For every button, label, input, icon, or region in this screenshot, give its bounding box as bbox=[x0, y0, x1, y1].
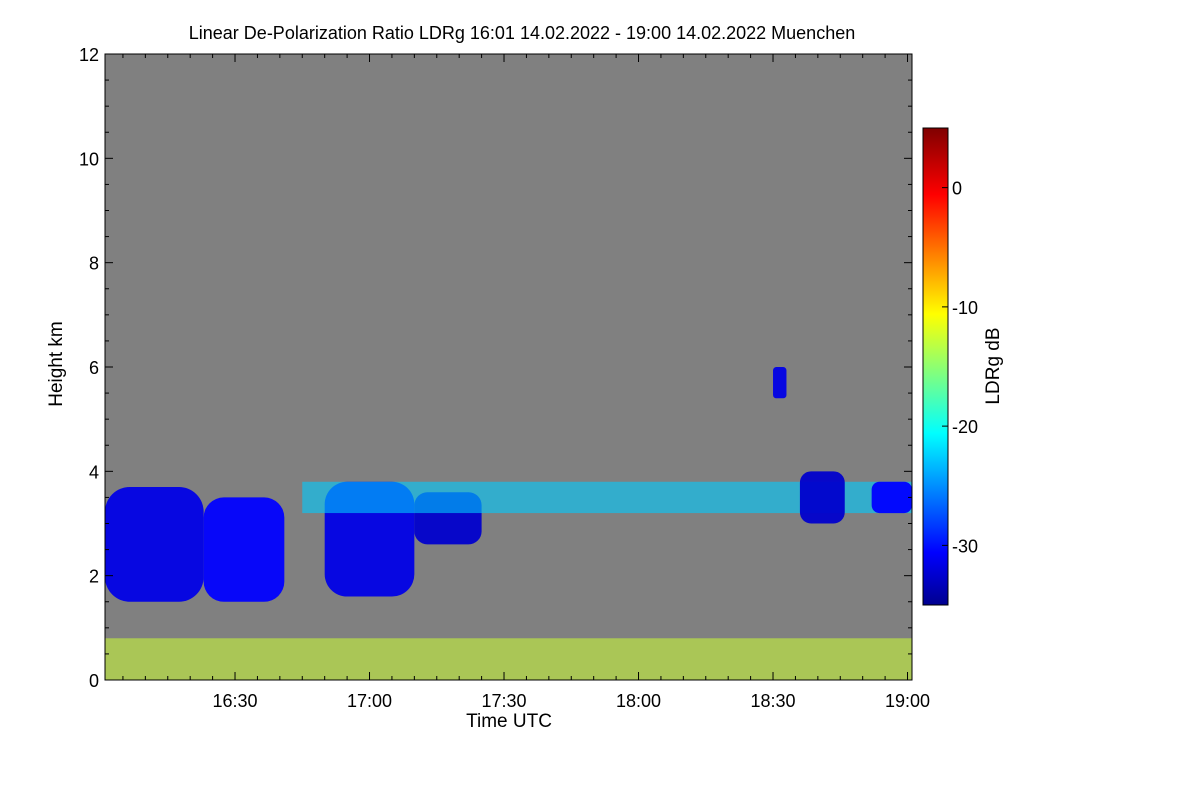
y-axis: 0 2 4 6 8 10 12 bbox=[79, 45, 912, 691]
ldr-features bbox=[105, 367, 912, 680]
y-tick-label: 10 bbox=[79, 149, 99, 169]
x-tick-label: 17:00 bbox=[347, 691, 392, 711]
y-tick-label: 12 bbox=[79, 45, 99, 65]
colorbar-tick-label: -10 bbox=[952, 298, 978, 318]
colorbar-label: LDRg dB bbox=[983, 327, 1004, 404]
feature-isolated-cloud-6km bbox=[773, 367, 787, 399]
x-tick-label: 16:30 bbox=[212, 691, 257, 711]
colorbar bbox=[922, 127, 949, 606]
feature-boundary-layer bbox=[105, 638, 912, 680]
x-axis-label: Time UTC bbox=[466, 711, 552, 732]
y-tick-label: 0 bbox=[89, 671, 99, 691]
y-tick-label: 8 bbox=[89, 254, 99, 274]
y-axis-label: Height km bbox=[46, 321, 67, 407]
x-tick-label: 18:30 bbox=[750, 691, 795, 711]
x-tick-label: 19:00 bbox=[885, 691, 930, 711]
x-tick-label: 18:00 bbox=[616, 691, 661, 711]
feature-cloud-1b bbox=[203, 497, 285, 602]
y-tick-label: 2 bbox=[89, 567, 99, 587]
x-axis: 16:30 17:00 17:30 18:00 18:30 19:00 bbox=[122, 54, 930, 711]
feature-cloud-1 bbox=[105, 486, 204, 602]
colorbar-ticks: 0 -10 -20 -30 bbox=[942, 179, 978, 556]
colorbar-tick-label: -20 bbox=[952, 417, 978, 437]
x-tick-label: 17:30 bbox=[481, 691, 526, 711]
y-tick-label: 4 bbox=[89, 462, 99, 482]
colorbar-tick-label: -30 bbox=[952, 536, 978, 556]
chart-title: Linear De-Polarization Ratio LDRg 16:01 … bbox=[189, 23, 855, 43]
y-tick-label: 6 bbox=[89, 358, 99, 378]
colorbar-tick-label: 0 bbox=[952, 179, 962, 199]
feature-cloud-18:40 bbox=[799, 471, 845, 524]
feature-cloud-18:55 bbox=[871, 481, 912, 514]
